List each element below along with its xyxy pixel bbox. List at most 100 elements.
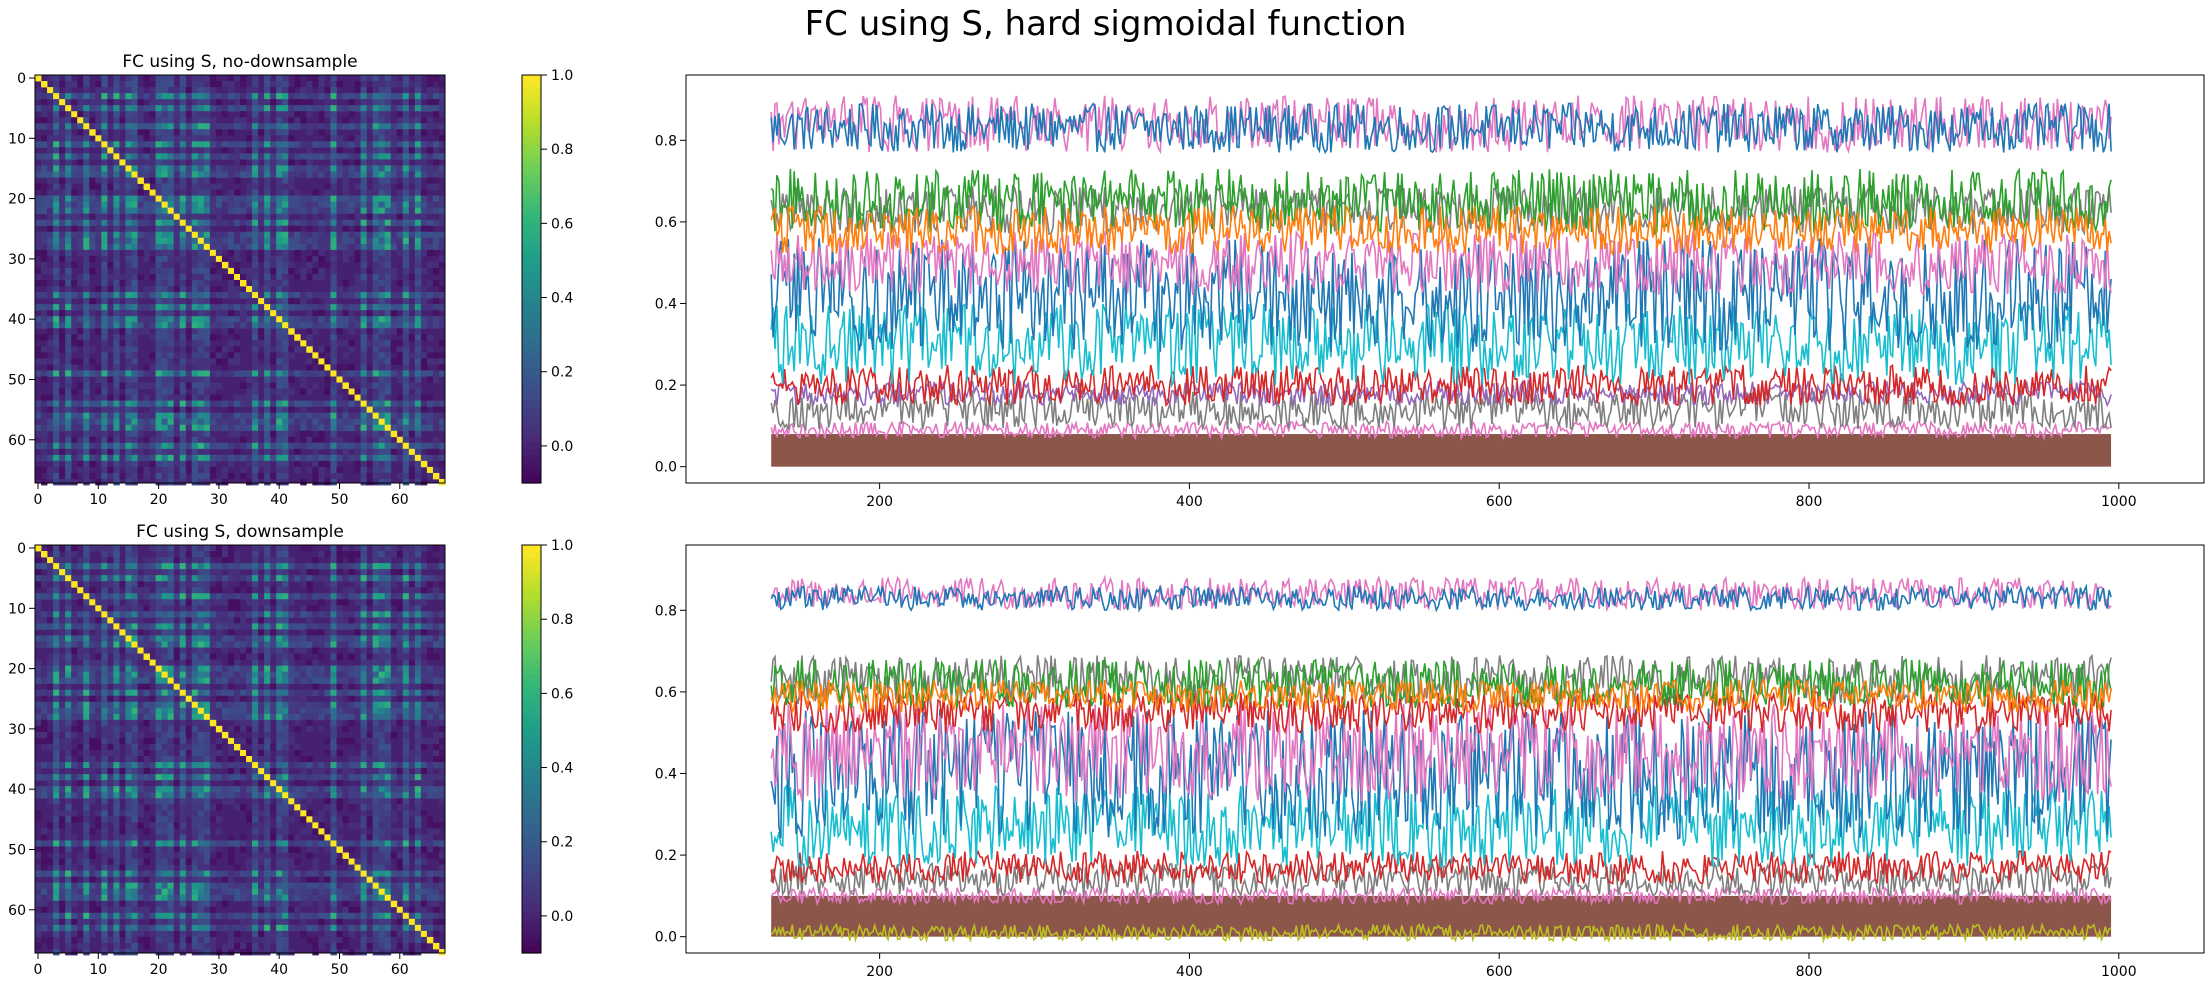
heatmap-cell xyxy=(378,406,386,414)
heatmap-cell xyxy=(264,105,271,112)
heatmap-cell xyxy=(282,292,289,299)
heatmap-cell xyxy=(330,358,337,365)
heatmap-cell xyxy=(402,225,410,233)
heatmap-cell xyxy=(95,617,102,624)
heatmap-cell xyxy=(252,328,259,335)
heatmap-cell xyxy=(402,370,410,377)
heatmap-cell xyxy=(240,267,247,275)
heatmap-cell xyxy=(47,171,54,178)
heatmap-cell xyxy=(143,635,150,642)
heatmap-cell xyxy=(161,659,169,666)
heatmap-cell xyxy=(89,442,96,450)
heatmap-cell xyxy=(390,569,398,576)
heatmap-cell xyxy=(258,623,265,630)
heatmap-cell xyxy=(426,472,434,480)
heatmap-cell xyxy=(203,358,211,365)
heatmap-cell xyxy=(107,611,114,618)
heatmap-cell xyxy=(173,352,181,359)
heatmap-cell xyxy=(185,593,193,600)
heatmap-cell xyxy=(89,659,96,666)
heatmap-cell xyxy=(83,394,90,401)
heatmap-cell xyxy=(47,123,54,130)
heatmap-cell xyxy=(390,599,398,606)
heatmap-cell xyxy=(360,75,368,82)
heatmap-cell xyxy=(143,201,150,209)
heatmap-cell xyxy=(107,406,114,414)
heatmap-cell xyxy=(438,135,446,142)
heatmap-cell xyxy=(77,273,84,281)
heatmap-cell xyxy=(372,551,380,558)
heatmap-cell xyxy=(53,635,60,642)
heatmap-cell xyxy=(294,647,301,654)
heatmap-cell xyxy=(41,255,48,263)
heatmap-cell xyxy=(113,605,120,612)
heatmap-cell xyxy=(384,659,392,666)
heatmap-cell xyxy=(264,93,271,100)
heatmap-cell xyxy=(155,376,163,383)
heatmap-cell xyxy=(264,551,271,558)
heatmap-cell xyxy=(59,370,66,377)
heatmap-cell xyxy=(65,141,72,148)
heatmap-cell xyxy=(125,334,132,341)
heatmap-cell xyxy=(149,207,156,215)
heatmap-cell xyxy=(282,340,289,347)
heatmap-cell xyxy=(402,159,410,166)
heatmap-cell xyxy=(203,243,211,251)
heatmap-cell xyxy=(312,292,319,299)
heatmap-cell xyxy=(161,358,169,365)
heatmap-cell xyxy=(65,334,72,341)
heatmap-cell xyxy=(197,267,205,275)
heatmap-cell xyxy=(89,472,96,480)
heatmap-cell xyxy=(227,201,235,209)
heatmap-cell xyxy=(131,159,138,166)
heatmap-cell xyxy=(252,352,259,359)
heatmap-cell xyxy=(264,430,271,438)
heatmap-cell xyxy=(258,99,265,106)
heatmap-cell xyxy=(258,340,265,347)
heatmap-cell xyxy=(125,563,132,570)
heatmap-cell xyxy=(113,111,120,118)
heatmap-cell xyxy=(312,400,319,408)
heatmap-cell xyxy=(53,599,60,606)
heatmap-cell xyxy=(420,249,428,257)
colorbar-segment xyxy=(522,143,541,151)
heatmap-cell xyxy=(288,105,295,112)
heatmap-cell xyxy=(47,201,54,209)
heatmap-cell xyxy=(155,569,163,576)
colorbar-segment xyxy=(522,211,541,219)
heatmap-cell xyxy=(125,454,132,462)
heatmap-cell xyxy=(113,340,120,347)
heatmap-cell xyxy=(426,448,434,456)
heatmap-cell xyxy=(246,286,253,293)
heatmap-cell xyxy=(240,418,247,426)
heatmap-cell xyxy=(215,171,223,178)
heatmap-cell xyxy=(89,605,96,612)
heatmap-cell xyxy=(396,569,404,576)
heatmap-cell xyxy=(71,81,78,88)
heatmap-cell xyxy=(420,237,428,245)
heatmap-cell xyxy=(47,93,54,100)
heatmap-cell xyxy=(173,563,181,570)
heatmap-cell xyxy=(318,123,325,130)
heatmap-cell xyxy=(155,261,163,269)
heatmap-cell xyxy=(179,165,187,172)
heatmap-cell xyxy=(360,599,368,606)
heatmap-cell xyxy=(360,629,368,636)
heatmap-cell xyxy=(366,611,374,618)
heatmap-cell xyxy=(372,575,380,582)
heatmap-cell xyxy=(71,135,78,142)
heatmap-cell xyxy=(215,81,223,88)
heatmap-cell xyxy=(191,159,199,166)
heatmap-cell xyxy=(221,141,229,148)
heatmap-cell xyxy=(233,665,241,673)
heatmap-cell xyxy=(324,165,331,172)
heatmap-cell xyxy=(89,611,96,618)
heatmap-cell xyxy=(53,310,60,317)
heatmap-cell xyxy=(318,442,325,450)
heatmap-cell xyxy=(203,388,211,395)
heatmap-cell xyxy=(324,406,331,414)
heatmap-cell xyxy=(101,304,108,311)
heatmap-cell xyxy=(348,346,355,353)
heatmap-cell xyxy=(191,454,199,462)
heatmap-cell xyxy=(149,219,156,227)
